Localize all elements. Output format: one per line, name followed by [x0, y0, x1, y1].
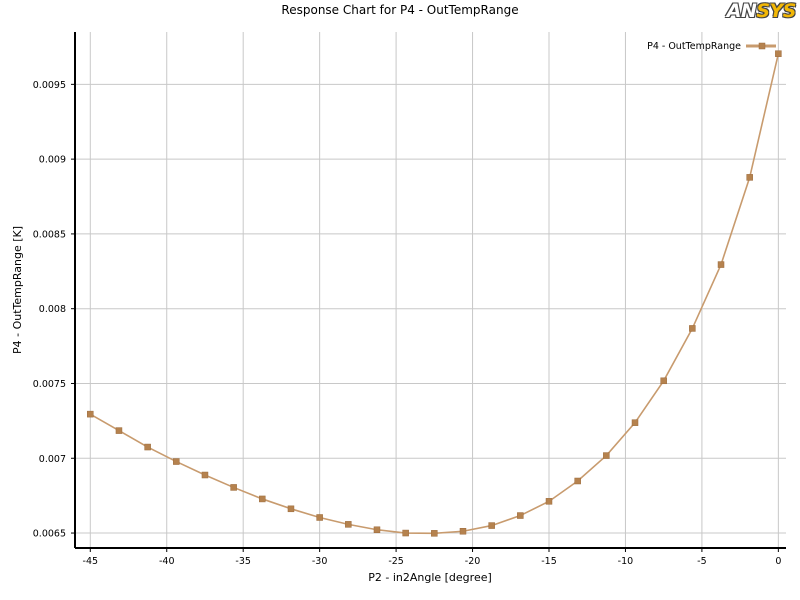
- data-point: [574, 477, 581, 485]
- data-point: [345, 521, 352, 528]
- y-tick-label: 0.0075: [33, 379, 66, 390]
- legend: P4 - OutTempRange: [647, 41, 776, 52]
- y-tick-label: 0.0085: [33, 229, 66, 240]
- data-point: [488, 522, 495, 529]
- data-point: [316, 514, 323, 521]
- data-point: [144, 443, 151, 451]
- data-point: [545, 498, 553, 505]
- data-point: [517, 512, 524, 519]
- y-tick-label: 0.009: [39, 155, 66, 166]
- data-point: [115, 427, 123, 434]
- x-tick-label: -30: [312, 556, 328, 567]
- grid: [75, 32, 786, 548]
- y-axis-label: P4 - OutTempRange [K]: [11, 226, 24, 354]
- y-ticks: 0.0065 0.007 0.0075 0.008 0.0085 0.009 0.0095: [33, 80, 75, 540]
- ansys-logo: ANSYS: [726, 0, 797, 22]
- data-point: [373, 526, 381, 534]
- y-tick-label: 0.007: [39, 454, 66, 465]
- legend-label: P4 - OutTempRange: [647, 41, 741, 52]
- x-tick-label: -25: [388, 556, 404, 567]
- y-tick-label: 0.0095: [33, 80, 66, 91]
- x-tick-label: -10: [618, 556, 634, 567]
- data-point: [603, 452, 610, 459]
- data-point: [431, 530, 438, 537]
- data-point: [631, 419, 639, 426]
- y-tick-label: 0.008: [39, 304, 66, 315]
- legend-marker: [758, 42, 766, 50]
- x-ticks: -45 -40 -35 -30 -25 -20 -15 -10 -5 0: [83, 548, 781, 567]
- x-tick-label: 0: [775, 556, 781, 567]
- x-tick-label: -20: [465, 556, 481, 567]
- data-point: [660, 377, 667, 385]
- data-point: [173, 458, 180, 465]
- data-point: [287, 505, 295, 513]
- data-point: [259, 495, 266, 503]
- x-tick-label: -35: [235, 556, 251, 567]
- data-point: [746, 174, 753, 181]
- data-point: [459, 527, 467, 535]
- x-axis-label: P2 - in2Angle [degree]: [368, 571, 492, 584]
- x-tick-label: -40: [159, 556, 175, 567]
- axes: [74, 32, 786, 549]
- data-point: [230, 484, 237, 491]
- data-point: [689, 325, 696, 332]
- data-point: [775, 50, 782, 57]
- series: [87, 50, 782, 537]
- chart-title: Response Chart for P4 - OutTempRange: [281, 3, 519, 17]
- data-point: [717, 261, 725, 268]
- data-point: [87, 410, 94, 418]
- x-tick-label: -15: [541, 556, 557, 567]
- x-tick-label: -45: [83, 556, 99, 567]
- data-point: [402, 529, 409, 537]
- y-tick-label: 0.0065: [33, 529, 66, 540]
- data-point: [201, 471, 209, 479]
- x-tick-label: -5: [697, 556, 706, 567]
